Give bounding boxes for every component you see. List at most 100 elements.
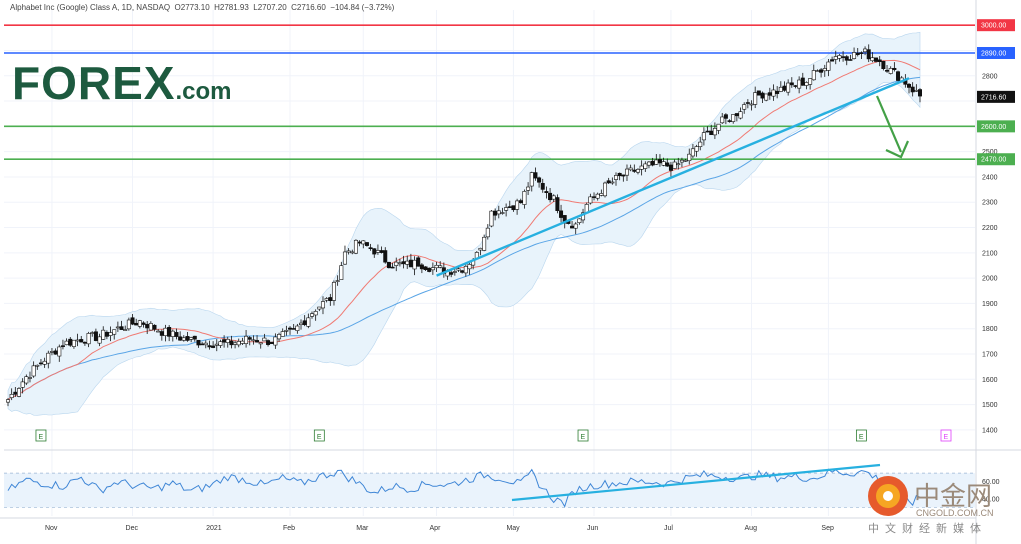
candle-body	[6, 399, 11, 403]
rsi-tick: 60.00	[982, 479, 1000, 486]
candle-body	[255, 340, 260, 343]
rsi-trendline	[511, 463, 881, 502]
candle-body	[793, 85, 798, 87]
candle-body	[577, 218, 582, 223]
candle-body	[734, 113, 739, 117]
candle-body	[668, 164, 673, 171]
time-tick: Jun	[587, 525, 598, 532]
candle-body	[603, 182, 608, 197]
candle-body	[170, 330, 175, 337]
earnings-marker-label: E	[859, 434, 864, 441]
candle-body	[570, 225, 575, 229]
candle-body	[745, 102, 750, 104]
candle-body	[137, 320, 142, 327]
earnings-marker	[35, 429, 47, 442]
candle-body	[16, 388, 21, 397]
time-tick: Nov	[45, 525, 58, 532]
candle-body	[9, 394, 14, 398]
candle-body	[306, 317, 311, 327]
candle-body	[907, 83, 912, 88]
candle-body	[815, 70, 820, 72]
candle-body	[229, 340, 234, 346]
candle-body	[203, 342, 208, 346]
candle-body	[463, 265, 468, 274]
candle-body	[852, 52, 857, 59]
candle-body	[156, 330, 161, 333]
candle-body	[555, 197, 560, 211]
open-value: O2773.10	[174, 3, 210, 12]
candle-body	[559, 210, 564, 218]
candle-body	[339, 265, 344, 280]
candle-body	[764, 93, 769, 101]
candle-body	[716, 123, 721, 131]
time-tick: Dec	[126, 525, 139, 532]
price-label: 2600.00	[981, 124, 1006, 131]
candle-body	[313, 311, 318, 316]
candle-body	[767, 92, 772, 96]
candle-body	[211, 345, 216, 348]
candle-body	[789, 82, 794, 86]
candle-body	[844, 56, 849, 61]
candle-body	[331, 282, 336, 301]
candle-body	[874, 57, 879, 62]
candle-body	[592, 196, 597, 198]
candle-body	[676, 163, 681, 166]
price-label: 2470.00	[981, 157, 1006, 164]
candle-body	[460, 270, 465, 273]
high-value: H2781.93	[214, 3, 249, 12]
candle-body	[727, 120, 732, 122]
earnings-marker-label: E	[317, 434, 322, 441]
candle-body	[544, 191, 549, 193]
candle-body	[401, 261, 406, 265]
candle-body	[892, 67, 897, 70]
candle-body	[617, 172, 622, 177]
candle-body	[496, 210, 501, 215]
symbol-title: Alphabet Inc (Google) Class A, 1D, NASDA…	[10, 3, 171, 12]
candle-body	[247, 337, 252, 340]
earnings-marker-label: E	[38, 434, 43, 441]
time-tick: Jul	[664, 525, 673, 532]
candle-body	[148, 323, 153, 331]
earnings-marker	[577, 429, 589, 442]
candle-body	[38, 362, 43, 365]
cngold-logo-icon	[868, 476, 908, 516]
candle-body	[493, 210, 498, 216]
candle-body	[97, 336, 102, 344]
candle-body	[277, 334, 282, 340]
candle-body	[504, 207, 509, 211]
time-tick: Mar	[356, 525, 369, 532]
candle-body	[412, 259, 417, 270]
candle-body	[379, 250, 384, 253]
candle-body	[712, 128, 717, 136]
candle-body	[797, 79, 802, 89]
candle-body	[778, 86, 783, 92]
forecast-arrow-line	[875, 95, 903, 153]
candle-body	[27, 377, 32, 379]
candle-body	[826, 61, 831, 71]
candle-body	[760, 92, 765, 99]
logo-suffix: .com	[175, 78, 232, 105]
candle-body	[672, 161, 677, 169]
candle-body	[174, 332, 179, 337]
candle-body	[361, 240, 366, 245]
close-value: C2716.60	[291, 3, 326, 12]
change-value: −104.84 (−3.72%)	[330, 3, 395, 12]
candle-body	[606, 180, 611, 184]
candle-body	[119, 326, 124, 330]
candle-body	[709, 130, 714, 135]
candle-body	[533, 172, 538, 179]
candle-body	[646, 161, 651, 166]
candle-body	[808, 78, 813, 85]
time-tick: 2021	[206, 525, 222, 532]
candle-body	[482, 236, 487, 251]
candle-body	[108, 332, 113, 336]
price-tick: 2400	[982, 174, 998, 181]
candle-body	[430, 267, 435, 271]
candle-body	[877, 59, 882, 63]
candle-body	[870, 57, 875, 62]
candle-body	[529, 172, 534, 187]
candle-body	[537, 177, 542, 183]
candle-body	[123, 329, 128, 331]
candle-body	[273, 336, 278, 346]
